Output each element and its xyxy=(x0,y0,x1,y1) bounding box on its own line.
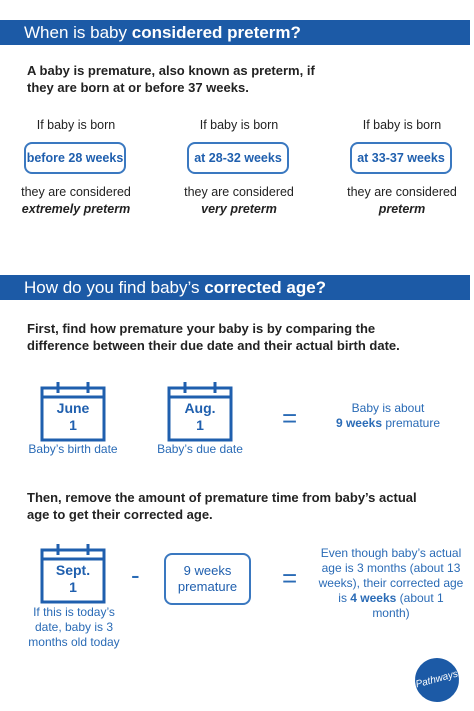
equals: = xyxy=(282,403,298,433)
term: very preterm xyxy=(201,202,277,216)
result-text: they are considered xyxy=(347,185,457,199)
range-box: at 33-37 weeks xyxy=(350,142,452,174)
section-heading: How do you find baby’s corrected age? xyxy=(0,275,470,300)
calendar-day: 1 xyxy=(69,417,77,433)
heading-text: How do you find baby’s xyxy=(24,278,205,297)
column: If baby is born at 33-37 weeks they are co… xyxy=(327,118,474,228)
result-text: (about 1 month) xyxy=(372,591,444,620)
calendar-month: Aug. xyxy=(184,400,216,416)
box-text: 9 weeks premature xyxy=(177,563,238,594)
caption: If this is today’s date, baby is 3 month… xyxy=(28,605,120,649)
range-box: before 28 weeks xyxy=(24,142,126,174)
caption: Baby’s birth date xyxy=(28,442,118,456)
term: extremely preterm xyxy=(21,202,131,216)
step-text: First, find how premature your baby is b… xyxy=(27,321,400,353)
result-bold: 9 weeks xyxy=(335,416,382,430)
result-text: they are considered xyxy=(184,185,294,199)
heading-bold: corrected age? xyxy=(204,278,327,297)
result-bold: 4 weeks xyxy=(350,591,397,605)
minus: - xyxy=(131,560,140,590)
lead-text: If baby is born xyxy=(362,118,442,132)
result-text: premature xyxy=(382,416,441,430)
equals: = xyxy=(282,563,298,593)
term: preterm xyxy=(378,202,426,216)
column: If baby is born before 28 weeks they are c… xyxy=(1,118,151,228)
heading-text: When is baby xyxy=(24,23,132,42)
lead-text: If baby is born xyxy=(36,118,116,132)
calendar-day: 1 xyxy=(69,579,77,595)
calendar-month: Sept. xyxy=(55,562,91,578)
lead-text: If baby is born xyxy=(199,118,279,132)
section-heading: When is baby considered preterm? xyxy=(0,20,470,45)
result-text: Even though baby’s actual age is 3 month… xyxy=(318,546,464,605)
step-text: Then, remove the amount of premature tim… xyxy=(27,490,417,522)
calendar-month: June xyxy=(56,400,90,416)
range-box: at 28-32 weeks xyxy=(187,142,289,174)
column: If baby is born at 28-32 weeks they are co… xyxy=(164,118,314,228)
heading-bold: considered preterm? xyxy=(131,23,301,42)
intro: A baby is premature, also known as prete… xyxy=(27,63,315,95)
result-text: they are considered xyxy=(21,185,131,199)
calendar-day: 1 xyxy=(196,417,204,433)
caption: Baby’s due date xyxy=(157,442,243,456)
result-text: Baby is about xyxy=(351,401,425,415)
